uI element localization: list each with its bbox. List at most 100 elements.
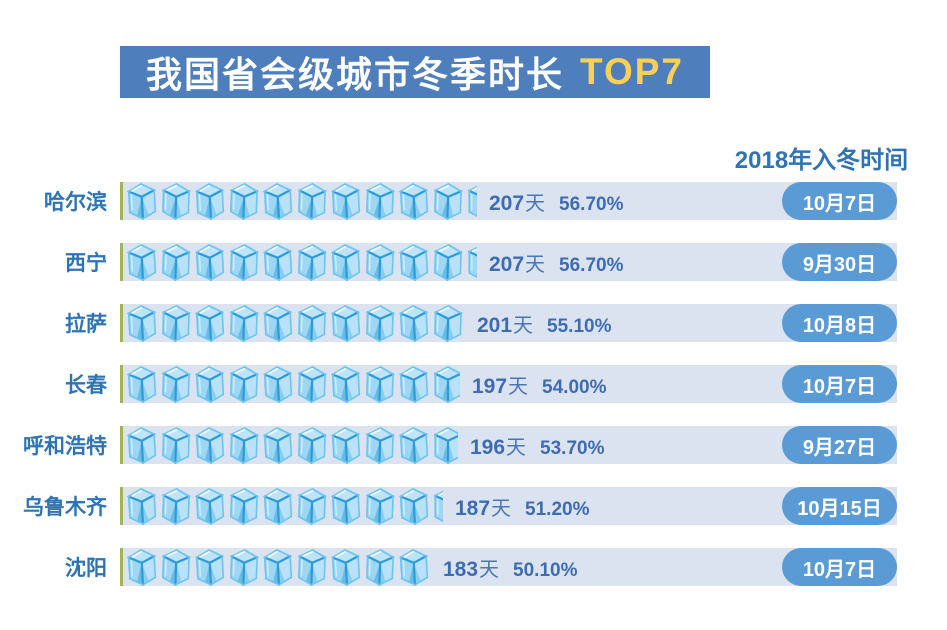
percent-value: 50.10% (513, 559, 578, 581)
ice-cube-icon (261, 180, 295, 222)
accent-line (120, 426, 123, 464)
city-label: 沈阳 (65, 557, 107, 580)
ice-cube-icon (125, 180, 159, 222)
bar-stats: 201 天 55.10% (477, 309, 612, 338)
days-unit: 天 (508, 375, 529, 398)
ice-cube-icon (329, 485, 363, 527)
ice-cube-icon (329, 241, 363, 283)
cube-strip (120, 548, 431, 586)
date-badge: 10月7日 (782, 548, 897, 586)
ice-cube-icon (363, 546, 397, 588)
date-badge: 10月7日 (782, 365, 897, 403)
ice-cube-icon (125, 485, 159, 527)
bar-track: 183 天 50.10% 10月7日 (120, 548, 897, 586)
chart-row: 呼和浩特 196 天 53.70% 9月27日 (0, 426, 947, 464)
ice-cube-icon (193, 302, 227, 344)
accent-line (120, 548, 123, 586)
bar-stats: 207 天 56.70% (489, 187, 624, 216)
city-label: 长春 (65, 374, 107, 397)
ice-cube-partial-icon (465, 180, 477, 222)
ice-cube-icon (227, 302, 261, 344)
days-unit: 天 (525, 192, 546, 215)
accent-line (120, 304, 123, 342)
cube-strip (120, 365, 460, 403)
ice-cube-icon (125, 546, 159, 588)
ice-cube-icon (397, 180, 431, 222)
days-unit: 天 (513, 314, 534, 337)
ice-cube-partial-icon (431, 363, 460, 405)
date-badge: 10月15日 (782, 487, 897, 525)
cube-strip (120, 243, 477, 281)
date-badge: 10月7日 (782, 182, 897, 220)
days-unit: 天 (525, 253, 546, 276)
days-value: 183 (443, 557, 479, 581)
days-unit: 天 (506, 436, 527, 459)
ice-cube-icon (295, 485, 329, 527)
ice-cube-icon (227, 485, 261, 527)
accent-line (120, 182, 123, 220)
percent-value: 51.20% (525, 498, 590, 520)
percent-value: 54.00% (542, 376, 607, 398)
ice-cube-icon (125, 363, 159, 405)
ice-cube-icon (295, 302, 329, 344)
ice-cube-partial-icon (431, 485, 443, 527)
ice-cube-icon (363, 180, 397, 222)
ice-cube-icon (193, 241, 227, 283)
ice-cube-icon (193, 546, 227, 588)
date-badge-label: 10月7日 (802, 558, 877, 581)
ice-cube-icon (431, 241, 465, 283)
ice-cube-icon (193, 180, 227, 222)
ice-cube-icon (261, 485, 295, 527)
ice-cube-icon (329, 363, 363, 405)
cube-strip (120, 182, 477, 220)
bar-track: 196 天 53.70% 9月27日 (120, 426, 897, 464)
chart-row: 拉萨 201 天 55.10% 10月8日 (0, 304, 947, 342)
cube-strip (120, 487, 443, 525)
cube-strip (120, 304, 465, 342)
ice-cube-icon (363, 241, 397, 283)
ice-cube-icon (159, 485, 193, 527)
bar-stats: 207 天 56.70% (489, 248, 624, 277)
ice-cube-icon (329, 180, 363, 222)
chart-row: 长春 197 天 54.00% 10月7日 (0, 365, 947, 403)
bar-stats: 197 天 54.00% (472, 370, 607, 399)
ice-cube-icon (159, 546, 193, 588)
ice-cube-icon (397, 302, 431, 344)
ice-cube-icon (125, 302, 159, 344)
bar-track: 201 天 55.10% 10月8日 (120, 304, 897, 342)
chart-row: 哈尔滨 207 天 56.70% 10月7日 (0, 182, 947, 220)
ice-cube-icon (261, 424, 295, 466)
date-badge-label: 9月27日 (802, 436, 877, 459)
header-banner: 我国省会级城市冬季时长 TOP7 (120, 46, 710, 98)
ice-cube-icon (363, 302, 397, 344)
ice-cube-icon (125, 424, 159, 466)
accent-line (120, 487, 123, 525)
date-badge-label: 10月7日 (802, 192, 877, 215)
ice-cube-icon (159, 424, 193, 466)
chart-row: 乌鲁木齐 187 天 51.20% 10月15日 (0, 487, 947, 525)
ice-cube-icon (125, 241, 159, 283)
days-value: 187 (455, 496, 491, 520)
ice-cube-icon (227, 363, 261, 405)
ice-cube-icon (431, 302, 465, 344)
bar-stats: 183 天 50.10% (443, 553, 578, 582)
date-badge: 10月8日 (782, 304, 897, 342)
ice-cube-icon (193, 424, 227, 466)
ice-cube-icon (261, 546, 295, 588)
ice-cube-icon (329, 302, 363, 344)
chart-rows: 哈尔滨 207 天 56.70% 10月7日 西宁 207 (0, 182, 947, 609)
cube-strip (120, 426, 458, 464)
ice-cube-icon (227, 546, 261, 588)
ice-cube-icon (431, 180, 465, 222)
ice-cube-icon (363, 363, 397, 405)
date-badge: 9月27日 (782, 426, 897, 464)
ice-cube-icon (261, 363, 295, 405)
date-badge: 9月30日 (782, 243, 897, 281)
ice-cube-icon (329, 546, 363, 588)
bar-track: 207 天 56.70% 10月7日 (120, 182, 897, 220)
ice-cube-partial-icon (431, 424, 458, 466)
ice-cube-icon (159, 180, 193, 222)
ice-cube-icon (329, 424, 363, 466)
bar-stats: 187 天 51.20% (455, 492, 590, 521)
